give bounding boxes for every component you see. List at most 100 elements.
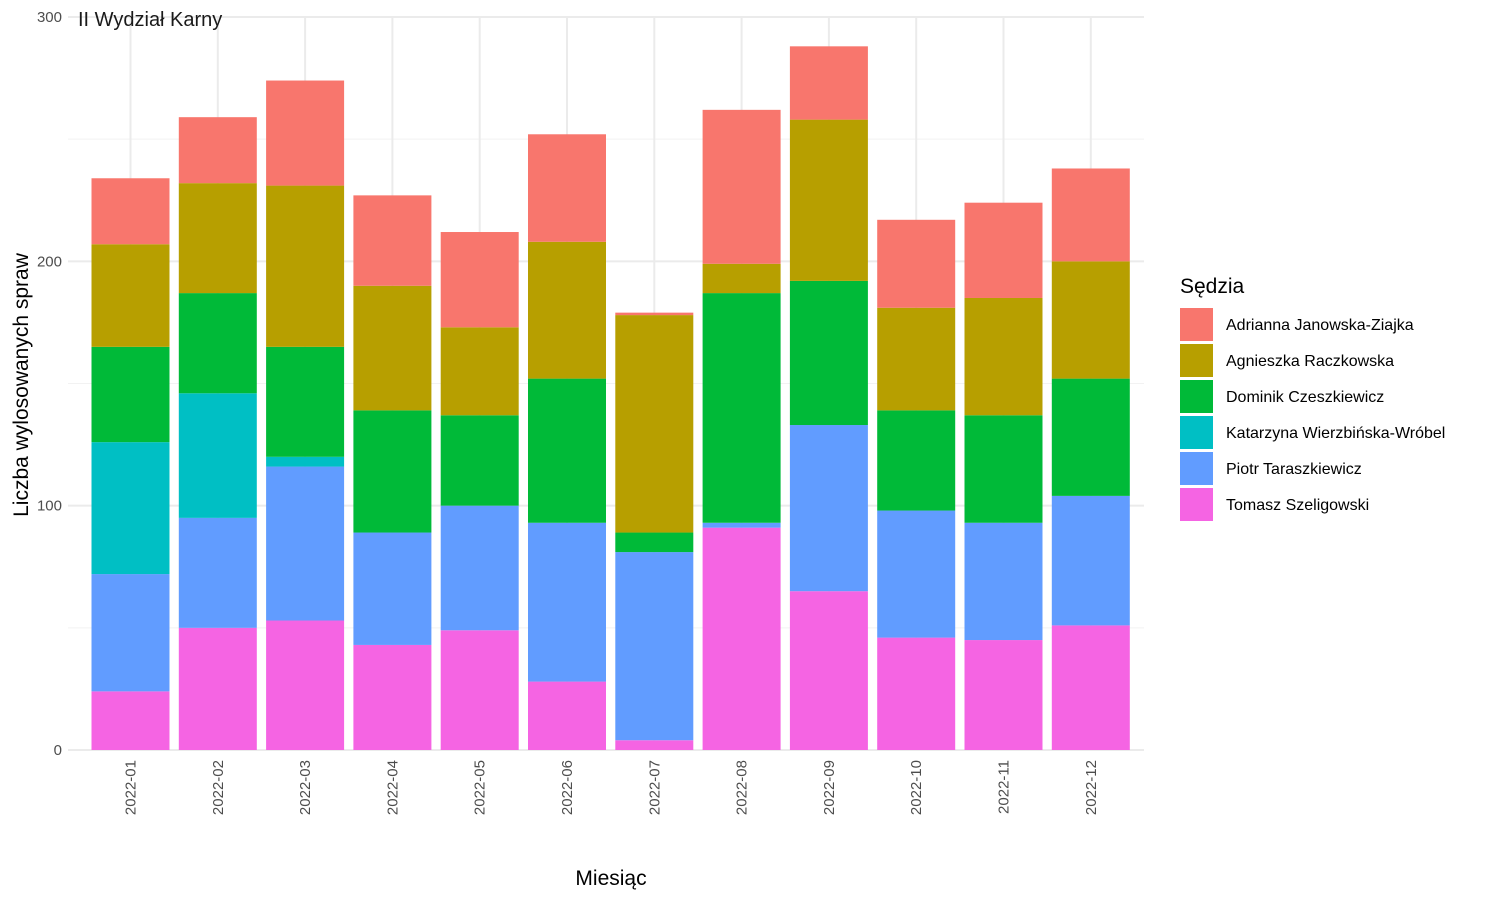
x-tick-label: 2022-11 [996, 760, 1013, 814]
y-tick-label: 100 [37, 498, 62, 515]
chart-title: II Wydział Karny [78, 9, 222, 31]
bar-segment [877, 637, 956, 750]
bar-segment [702, 263, 781, 294]
x-tick-label: 2022-02 [210, 760, 227, 815]
x-tick-label: 2022-10 [908, 760, 925, 815]
bar-segment [528, 681, 606, 750]
bar-segment [353, 532, 432, 645]
bar-segment [964, 522, 1043, 641]
legend-swatch [1180, 308, 1213, 341]
bar-segment [877, 219, 956, 308]
bar-segment [789, 425, 868, 592]
bar-segment [964, 202, 1043, 298]
legend-swatch [1180, 452, 1213, 485]
bar-segment [440, 415, 519, 506]
legend-swatch [1180, 488, 1213, 521]
y-tick-label: 300 [37, 9, 62, 26]
bar-segment [91, 178, 170, 245]
bar-segment [353, 195, 432, 286]
bar-segment [789, 46, 868, 120]
legend-swatch [1180, 416, 1213, 449]
bar-segment [964, 640, 1043, 750]
bar-segment [266, 466, 345, 621]
bar-segment [1051, 168, 1130, 262]
bar-segment [178, 627, 257, 750]
bar-segment [789, 591, 868, 750]
bar-segment [789, 119, 868, 281]
legend-label: Piotr Taraszkiewicz [1226, 461, 1362, 478]
bar-segment [1051, 378, 1130, 496]
legend: Sędzia Adrianna Janowska-Ziajka Agnieszka… [1180, 275, 1445, 521]
x-tick-label: 2022-06 [559, 760, 576, 815]
bar-segment [789, 280, 868, 426]
bar-segment [178, 117, 257, 184]
bar-segment [877, 307, 956, 411]
bar-segment [702, 527, 781, 750]
bar-segment [877, 510, 956, 638]
legend-label: Adrianna Janowska-Ziajka [1226, 317, 1414, 334]
bar-segment [266, 346, 345, 457]
bar-segment [964, 297, 1043, 416]
bar-segment [702, 109, 781, 264]
bar-segment [1051, 261, 1130, 379]
legend-label: Agnieszka Raczkowska [1226, 353, 1394, 370]
bar-segment [91, 442, 170, 575]
bar-segment [528, 134, 606, 242]
legend-title: Sędzia [1180, 275, 1245, 298]
bar-segment [353, 285, 432, 411]
bar-segment [877, 410, 956, 511]
bar-segment [702, 522, 781, 528]
legend-swatch [1180, 380, 1213, 413]
bar-segment [266, 456, 345, 467]
x-tick-label: 2022-09 [821, 760, 838, 815]
bar-segment [615, 312, 694, 316]
bar-segment [440, 630, 519, 750]
bar-segment [353, 644, 432, 750]
bar-segment [1051, 495, 1130, 626]
bar-segment [440, 327, 519, 416]
bar-segment [178, 393, 257, 518]
bar-segment [702, 293, 781, 523]
bar-segment [440, 232, 519, 328]
bar-segment [178, 293, 257, 394]
bar-segment [528, 241, 606, 379]
x-axis-ticks: 2022-01 2022-02 2022-03 2022-04 2022-05 2022-… [123, 760, 1100, 815]
bar-segment [178, 517, 257, 628]
bar-segment [91, 244, 170, 347]
legend-label: Katarzyna Wierzbińska-Wróbel [1226, 425, 1445, 442]
bar-stacks [91, 46, 1130, 750]
x-axis-title: Miesiąc [575, 867, 646, 890]
x-tick-label: 2022-01 [123, 760, 140, 815]
bar-segment [266, 185, 345, 347]
y-tick-label: 200 [37, 253, 62, 270]
bar-segment [266, 620, 345, 750]
bar-segment [440, 505, 519, 631]
bar-segment [615, 740, 694, 750]
legend-label: Tomasz Szeligowski [1226, 497, 1369, 514]
bar-segment [353, 410, 432, 533]
x-tick-label: 2022-07 [646, 760, 663, 815]
bar-segment [91, 691, 170, 750]
legend-items: Adrianna Janowska-Ziajka Agnieszka Raczko… [1180, 308, 1445, 521]
x-tick-label: 2022-08 [734, 760, 751, 815]
bar-segment [528, 522, 606, 682]
legend-label: Dominik Czeszkiewicz [1226, 389, 1384, 406]
bar-segment [91, 346, 170, 443]
x-tick-label: 2022-03 [297, 760, 314, 815]
bar-segment [91, 574, 170, 692]
y-tick-label: 0 [54, 742, 62, 759]
x-tick-label: 2022-04 [384, 760, 401, 815]
bar-segment [1051, 625, 1130, 750]
bar-segment [964, 415, 1043, 523]
x-tick-label: 2022-12 [1083, 760, 1100, 815]
y-axis-title: Liczba wylosowanych spraw [10, 252, 33, 517]
bar-segment [266, 80, 345, 186]
bar-segment [528, 378, 606, 523]
bar-segment [615, 315, 694, 533]
bar-segment [615, 532, 694, 553]
x-tick-label: 2022-05 [472, 760, 489, 815]
bar-segment [178, 183, 257, 294]
legend-swatch [1180, 344, 1213, 377]
y-axis-ticks: 0 100 200 300 [37, 9, 62, 759]
